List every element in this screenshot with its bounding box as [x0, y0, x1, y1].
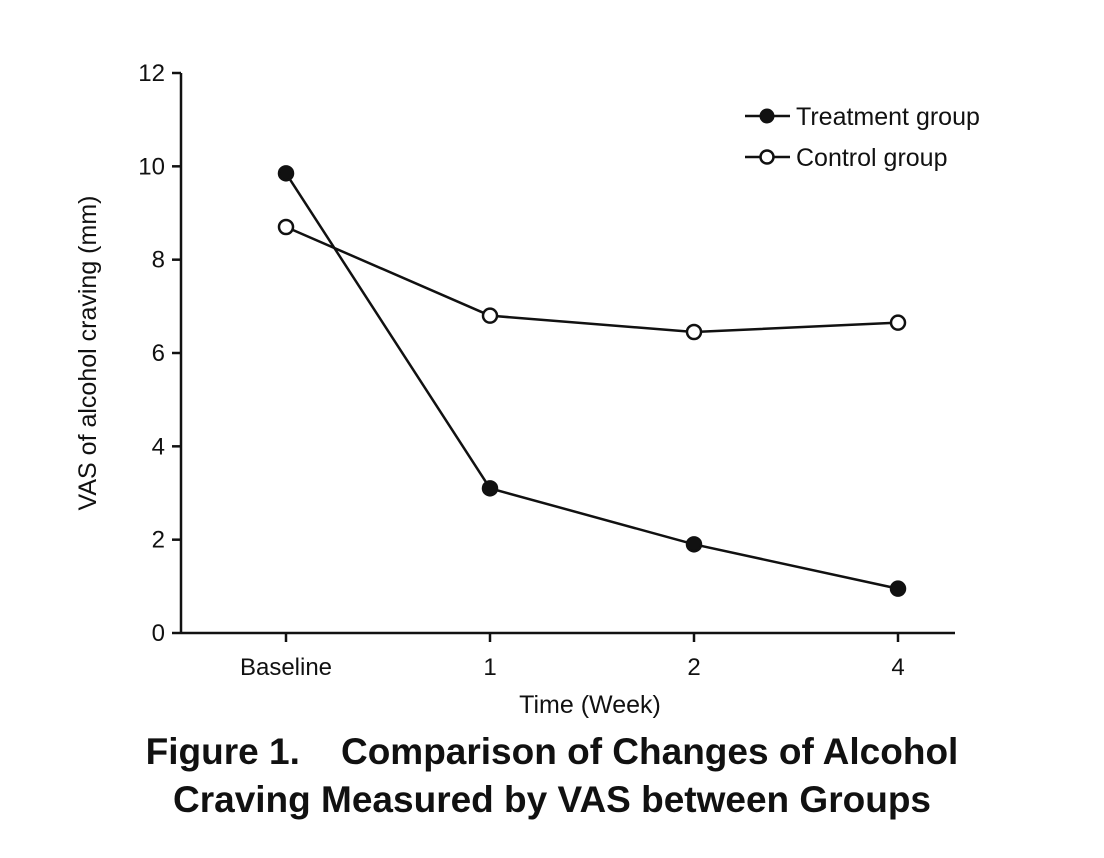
series-line-treatment-group	[284, 172, 899, 590]
x-tick-label: 4	[891, 654, 904, 681]
y-tick-label: 4	[152, 433, 165, 460]
figure-caption: Figure 1. Comparison of Changes of Alcoh…	[0, 728, 1104, 824]
data-point-control-group	[481, 307, 499, 324]
x-tick-label: 2	[687, 654, 700, 681]
y-tick-label: 8	[152, 247, 165, 274]
legend-label-treatment: Treatment group	[796, 103, 980, 131]
y-tick-label: 10	[138, 153, 165, 180]
data-point-control-group	[685, 323, 703, 341]
series-line-control-group	[285, 225, 899, 334]
caption-line-2: Craving Measured by VAS between Groups	[173, 779, 931, 820]
y-tick-label: 2	[152, 527, 165, 554]
x-tick-label: Baseline	[240, 654, 332, 681]
data-point-control-group	[277, 218, 295, 236]
y-tick-label: 12	[138, 60, 165, 87]
x-axis-ticks: Baseline 1 2 4	[240, 633, 905, 681]
x-tick-label: 1	[483, 654, 496, 681]
data-point-treatment-group	[889, 580, 907, 597]
legend-marker-treatment	[759, 108, 775, 124]
legend-label-control: Control group	[796, 144, 947, 172]
data-point-control-group	[889, 314, 907, 331]
legend: Treatment group Control group	[745, 103, 980, 172]
data-point-treatment-group	[685, 536, 703, 553]
y-tick-label: 0	[152, 620, 165, 647]
y-axis-title: VAS of alcohol craving (mm)	[74, 196, 102, 511]
caption-line-1: Figure 1. Comparison of Changes of Alcoh…	[145, 731, 959, 772]
legend-marker-control	[759, 149, 775, 165]
x-axis-title: Time (Week)	[519, 691, 661, 719]
data-point-treatment-group	[277, 165, 295, 182]
series-layer	[277, 165, 907, 597]
y-axis-ticks: 0 2 4 6 8 10 12	[138, 60, 181, 647]
y-tick-label: 6	[152, 340, 165, 367]
data-point-treatment-group	[481, 480, 499, 497]
